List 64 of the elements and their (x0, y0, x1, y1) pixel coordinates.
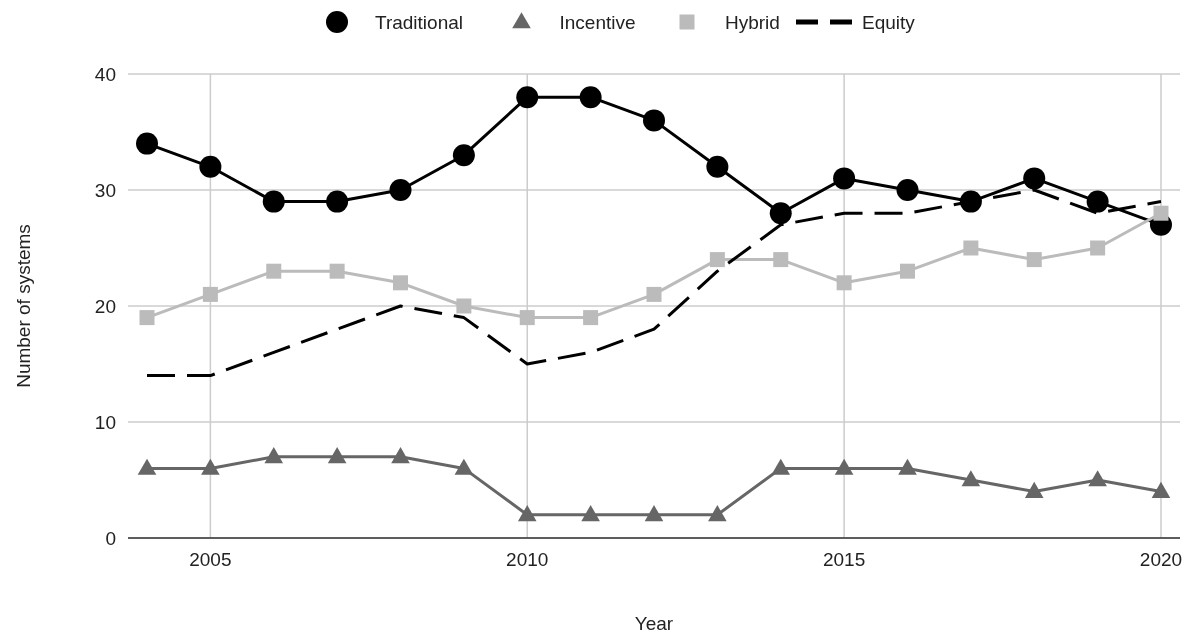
point (643, 109, 665, 132)
point (833, 167, 856, 190)
point (836, 275, 852, 291)
x-tick-label: 2010 (506, 549, 549, 570)
point (896, 179, 919, 201)
point (1151, 481, 1171, 498)
point (393, 275, 409, 291)
point (517, 505, 537, 522)
point (456, 298, 472, 314)
point (708, 505, 727, 522)
point (769, 202, 792, 225)
point (262, 190, 285, 213)
legend-label: Traditional (375, 11, 464, 33)
point (326, 190, 349, 213)
legend-label: Equity (862, 11, 916, 33)
x-axis-title: Year (634, 613, 674, 634)
point (452, 144, 475, 167)
point (519, 310, 535, 326)
y-tick-label: 30 (94, 179, 116, 201)
point (581, 505, 600, 522)
point (516, 86, 539, 109)
point (1090, 240, 1106, 256)
y-tick-label: 20 (94, 295, 116, 317)
point (454, 458, 474, 475)
point (1026, 252, 1042, 268)
point (264, 447, 284, 464)
legend-label: Hybrid (725, 11, 780, 33)
point (834, 458, 854, 475)
x-tick-label: 2015 (822, 549, 866, 570)
point (1088, 470, 1107, 487)
x-tick-label: 2020 (1139, 549, 1183, 570)
point (961, 470, 981, 487)
point (389, 179, 412, 201)
point (583, 310, 599, 326)
point (963, 240, 979, 256)
point (139, 310, 155, 326)
y-tick-label: 0 (105, 527, 116, 549)
point (266, 263, 282, 279)
x-tick-label: 2005 (189, 549, 232, 570)
point (1086, 190, 1109, 213)
point (391, 447, 410, 464)
point (137, 458, 157, 475)
point (1024, 481, 1044, 498)
point (199, 155, 222, 178)
point (706, 155, 729, 178)
point (327, 447, 347, 464)
point (646, 286, 662, 302)
y-axis-title: Number of systems (13, 224, 34, 388)
point (899, 263, 915, 279)
point (202, 286, 218, 302)
point (1023, 167, 1046, 190)
point (329, 263, 345, 279)
point (1153, 205, 1169, 221)
point (579, 86, 602, 109)
point (709, 252, 725, 268)
point (773, 252, 789, 268)
point (201, 458, 220, 475)
point (898, 458, 917, 475)
point (644, 505, 664, 522)
y-tick-label: 10 (94, 411, 116, 433)
point (771, 458, 791, 475)
point (136, 132, 159, 155)
y-tick-label: 40 (94, 63, 116, 85)
legend-label: Incentive (559, 11, 636, 33)
